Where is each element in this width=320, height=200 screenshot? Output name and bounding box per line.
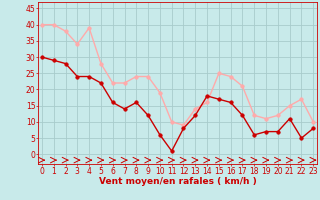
- X-axis label: Vent moyen/en rafales ( km/h ): Vent moyen/en rafales ( km/h ): [99, 177, 256, 186]
